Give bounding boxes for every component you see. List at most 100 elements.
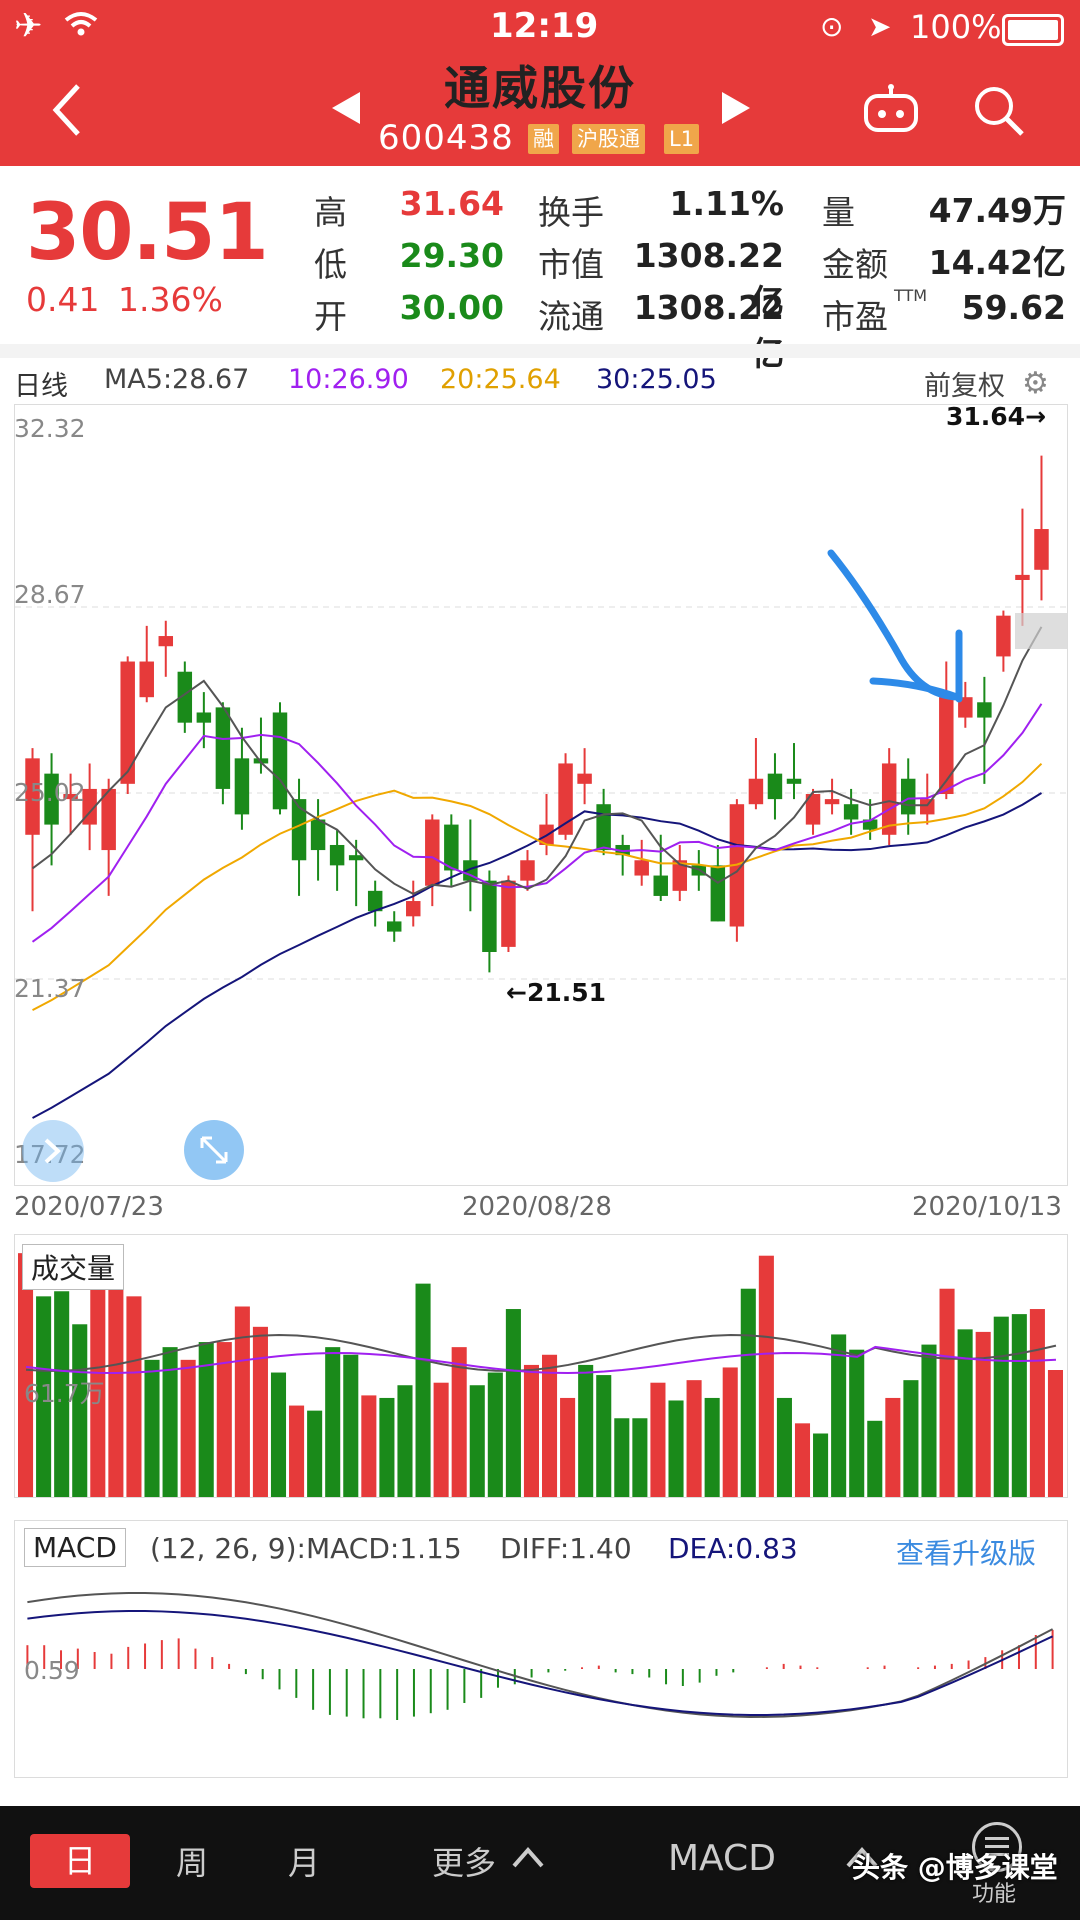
volume-bar [903,1380,919,1497]
upgrade-link[interactable]: 查看升级版 [896,1537,1037,1570]
menu-icon[interactable] [972,1822,1022,1872]
volume-bar [1011,1314,1027,1497]
volume-bar [722,1367,738,1497]
candle-body [63,794,78,800]
rotation-lock-icon: ⊙ [820,10,844,43]
volume-bar [867,1420,883,1497]
volume-label[interactable]: 成交量 [22,1244,125,1290]
menu-label: 功能 [972,1882,1017,1907]
tab-month[interactable]: 月 [288,1844,321,1882]
tab-day-label: 日 [63,1842,96,1880]
battery-icon [1002,14,1064,46]
chevron-up-icon[interactable] [512,1846,544,1872]
candle-body [44,773,59,825]
tag-margin: 融 [528,124,559,154]
float-value: 1308.22亿 [633,288,784,373]
candle-body [120,661,135,784]
volume-bar [542,1354,558,1497]
volume-bar [54,1291,70,1497]
volume-label: 量 [822,193,855,232]
adjust-button[interactable]: 前复权 [924,371,1005,402]
candle-body [234,758,250,815]
candle-body [596,804,611,851]
max-price-marker: 31.64→ [946,402,1047,431]
volume-bar [704,1397,720,1497]
volume-bar [975,1331,991,1497]
volume-bar [216,1342,232,1497]
volume-bar [307,1410,323,1497]
volume-bar [198,1342,214,1497]
volume-bar [361,1395,377,1497]
prev-stock-button[interactable] [328,88,362,132]
candle-body [805,794,821,825]
candle-body [653,875,668,896]
volume-bar [415,1283,431,1497]
candle-body [329,844,345,866]
indicator-chevron-icon[interactable] [846,1846,878,1872]
volume-bar [794,1423,811,1497]
candle-body [996,615,1011,657]
candle-body [615,844,630,856]
stock-name: 通威股份 [444,61,636,115]
y-tick-3: 25.02 [14,778,86,807]
volume-bar [921,1344,937,1497]
macd-diff: DIFF:1.40 [500,1532,632,1565]
volume-ma5-line [25,1334,1057,1372]
mktcap-label: 市值 [538,245,604,284]
y-tick-4: 21.37 [14,974,86,1003]
macd-label[interactable]: MACD [24,1528,126,1567]
volume-bar [397,1385,413,1497]
indicator-selector[interactable]: MACD [668,1838,776,1879]
tab-week[interactable]: 周 [176,1844,209,1882]
candle-body [177,671,193,723]
airplane-icon: ✈ [14,6,43,46]
fullscreen-icon[interactable] [184,1120,244,1180]
candle-body [767,773,783,800]
candle-body [463,860,478,881]
volume-bar [614,1418,630,1497]
search-icon[interactable] [972,84,1026,142]
tab-day[interactable]: 日 [30,1834,130,1888]
candle-body [215,707,231,789]
ma30-legend: 30:25.05 [596,364,717,395]
candle-body [272,712,288,810]
divider [0,344,1080,358]
open-value: 30.00 [399,288,504,327]
volume-chart[interactable] [14,1234,1068,1498]
back-button[interactable] [48,82,88,142]
volume-bar [740,1288,756,1497]
candle-body [710,865,726,922]
candle-body [881,763,897,835]
high-value: 31.64 [399,184,504,223]
candle-body [367,890,383,912]
gear-icon[interactable]: ⚙ [1022,366,1049,401]
tab-more[interactable]: 更多 [432,1844,497,1882]
amount-value: 14.42亿 [928,243,1066,282]
candle-body [958,697,973,718]
period-label[interactable]: 日线 [14,371,68,402]
candlestick-chart[interactable] [14,404,1068,1186]
volume-bar [469,1385,485,1497]
stock-code: 600438 [378,118,514,158]
macd-dea: DEA:0.83 [668,1532,798,1565]
candle-body [843,804,859,820]
scroll-left-button[interactable] [22,1120,84,1182]
next-stock-button[interactable] [720,88,754,132]
annotation-arrowhead [869,629,963,703]
volume-bar [596,1375,612,1497]
amount-label: 金额 [822,245,888,284]
macd-axis-label: 0.59 [24,1656,80,1685]
candle-body [520,860,535,881]
volume-bar [343,1354,359,1497]
volume-bar [289,1405,305,1497]
ma10-legend: 10:26.90 [288,364,409,395]
candle-body [862,819,878,830]
candle-body [558,763,573,835]
robot-icon[interactable] [860,84,922,138]
macd-chart[interactable] [14,1520,1068,1778]
low-value: 29.30 [399,236,504,275]
volume-bar [451,1347,467,1497]
volume-bar [18,1253,34,1497]
ma5-legend: MA5:28.67 [104,364,250,395]
candle-body [444,824,459,871]
